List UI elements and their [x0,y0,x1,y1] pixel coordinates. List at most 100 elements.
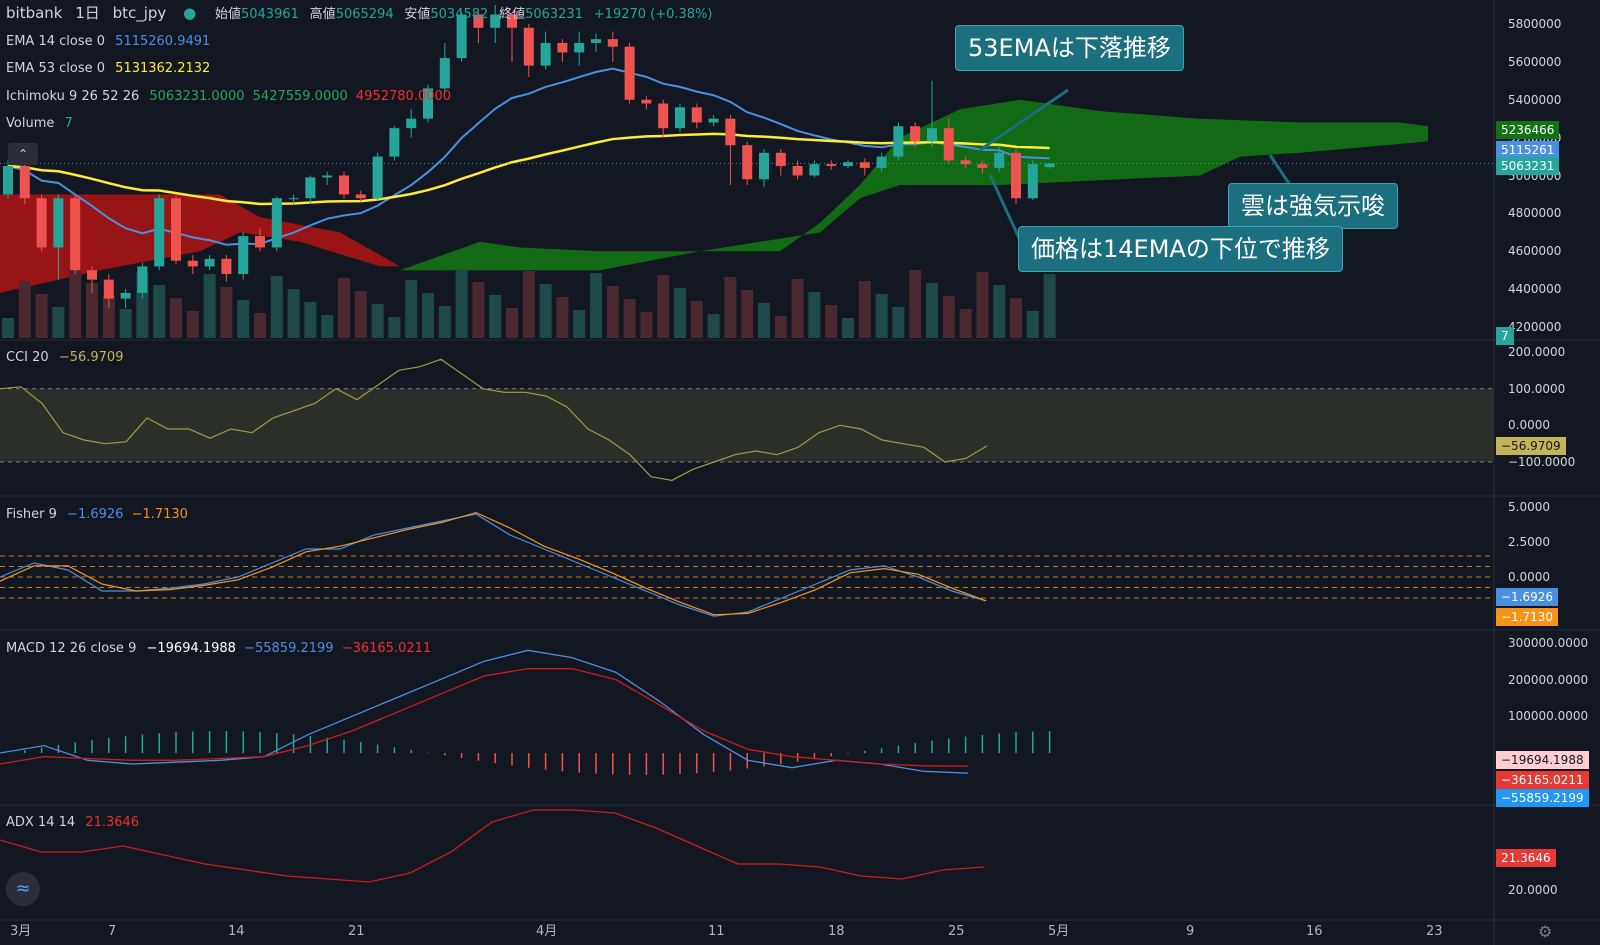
callout-cloud: 雲は強気示唆 [1228,183,1398,229]
ichimoku-label: Ichimoku 9 26 52 26 [6,89,140,104]
volume-bar [388,317,401,338]
volume-bar [472,282,485,338]
candle-body [708,118,719,123]
volume-bar [438,306,451,338]
volume-bar [758,303,770,338]
volume-bar [976,272,989,338]
volume-bar [153,285,166,338]
ichimoku-value-1: 5063231.0000 [149,89,245,104]
candle-body [238,236,249,274]
ema14-value: 5115260.9491 [115,34,211,49]
candle-body [759,152,769,180]
legend-ema14[interactable]: EMA 14 close 0 5115260.9491 [6,34,210,50]
candle-body [255,236,265,248]
volume-bar [371,304,384,338]
fisher-trigger-tag: −1.7130 [1496,607,1559,626]
price-axis-label: 5800000 [1508,17,1562,31]
candle-body [339,175,349,195]
volume-bar [690,301,703,338]
macd-axis-label: 100000.0000 [1508,709,1589,724]
volume-bar [321,315,334,338]
adx-line [0,809,985,883]
volume-bar [909,270,922,338]
volume-bar [774,316,787,338]
volume-bar [657,275,670,338]
macd-label: MACD 12 26 close 9 [6,641,137,656]
legend-ichimoku[interactable]: Ichimoku 9 26 52 26 5063231.0000 5427559… [6,89,451,105]
volume-bar [220,287,233,338]
candle-body [927,128,937,142]
cci-axis-label: 200.0000 [1508,345,1566,359]
symbol-label[interactable]: btc_jpy [112,4,167,22]
volume-bar [942,296,955,338]
bearish-cloud [0,194,400,293]
candle-body [372,156,383,199]
high-label: 高値 [309,7,336,22]
candle-body [87,270,97,280]
cci-line [0,358,988,481]
volume-bar [1010,298,1022,338]
volume-bar [606,286,619,338]
cci-axis-label: −100.0000 [1508,455,1576,469]
candle-body [171,198,181,261]
volume-bar [287,289,300,338]
volume-bar [808,292,821,338]
candle-body [1044,163,1055,168]
candle-body [691,107,702,123]
price-axis-label: 4600000 [1508,244,1562,259]
volume-bar [86,283,98,338]
date-axis-label: 3月 [10,924,32,939]
adx-value-tag: 21.3646 [1496,848,1556,867]
candle-body [36,198,47,248]
collapse-legend-button[interactable]: ⌃ [8,143,38,165]
legend-adx[interactable]: ADX 14 14 21.3646 [6,815,139,831]
fisher-axis-label: 5.0000 [1508,500,1550,514]
candle-body [859,162,870,168]
interval-label[interactable]: 1日 [75,4,100,22]
ema14-line [7,67,1050,246]
volume-bar [338,278,350,338]
candle-body [826,164,837,167]
legend-cci[interactable]: CCI 20 −56.9709 [6,350,123,366]
macd-value-1: −19694.1988 [146,641,236,656]
macd-axis-label: 200000.0000 [1508,672,1589,687]
macd-line [0,649,969,774]
legend-macd[interactable]: MACD 12 26 close 9 −19694.1988 −55859.21… [6,641,431,657]
candle-body [70,198,81,271]
candle-body [288,198,299,200]
legend-volume[interactable]: Volume 7 [6,116,73,132]
volume-bar [237,300,250,338]
date-axis-label: 7 [108,924,117,939]
candle-body [137,266,148,293]
volume-bar [842,318,854,338]
exchange-name[interactable]: bitbank [6,4,63,22]
volume-bar [52,307,65,338]
callout-pointer [1268,154,1292,186]
fisher-value-2: −1.7130 [131,507,188,522]
candle-body [154,198,165,267]
volume-bar [304,302,317,338]
candle-body [977,164,988,168]
fisher-label: Fisher 9 [6,507,57,522]
candle-body [775,152,786,167]
candle-body [221,258,232,274]
tradingview-logo-icon[interactable]: ≈ [6,872,40,906]
ema53-value: 5131362.2132 [115,61,211,76]
volume-bar [506,308,518,338]
candle-body [507,14,517,28]
candle-body [322,175,333,178]
legend-ema53[interactable]: EMA 53 close 0 5131362.2132 [6,61,210,77]
callout-pointer [988,174,1022,241]
callout-ema53: 53EMAは下落推移 [955,25,1184,71]
price-axis-label: 4200000 [1508,320,1562,334]
legend-fisher[interactable]: Fisher 9 −1.6926 −1.7130 [6,507,188,523]
settings-gear-icon[interactable]: ⚙ [1538,922,1553,941]
volume-label: Volume [6,116,55,131]
candle-body [641,99,652,104]
volume-bar [270,276,283,338]
macd-value-2: −55859.2199 [244,641,334,656]
open-value: 5043961 [240,7,299,22]
date-axis-label: 9 [1186,924,1195,939]
price-axis-label: 5600000 [1508,54,1562,69]
